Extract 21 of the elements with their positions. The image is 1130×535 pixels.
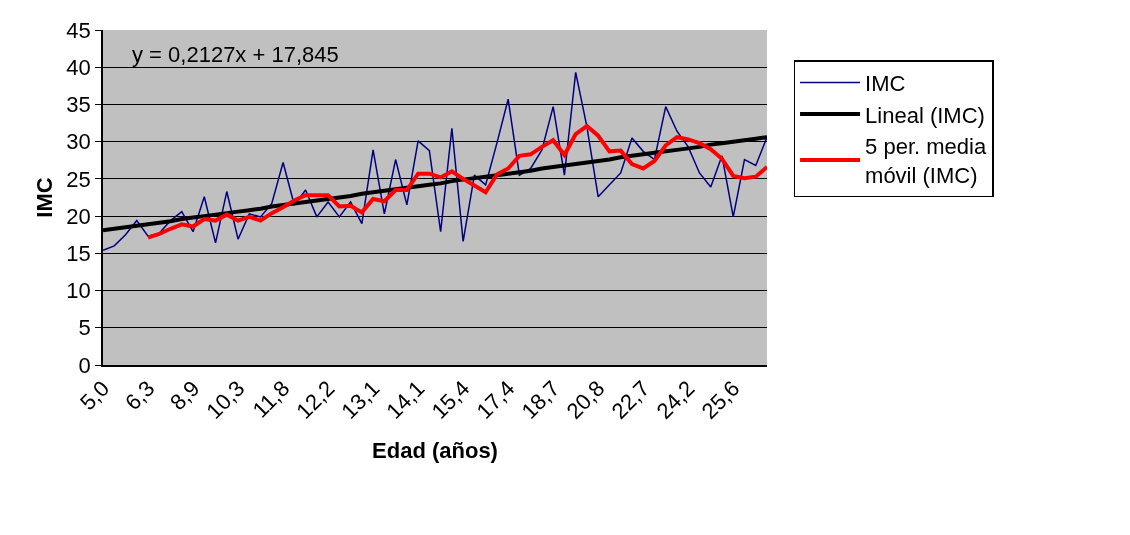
y-tick-label: 35 bbox=[66, 92, 91, 118]
y-tick-label: 5 bbox=[78, 315, 91, 341]
y-axis-title: IMC bbox=[31, 177, 57, 218]
line-series bbox=[146, 124, 767, 240]
y-tick-label: 30 bbox=[66, 129, 91, 155]
legend-label: IMC bbox=[865, 71, 906, 97]
x-tick-label: 8,9 bbox=[165, 375, 205, 416]
x-tick-label: 6,3 bbox=[120, 375, 160, 416]
x-axis-title: Edad (años) bbox=[372, 438, 498, 464]
y-tick-label: 45 bbox=[66, 17, 91, 43]
y-tick-label: 10 bbox=[66, 278, 91, 304]
y-tick-label: 40 bbox=[66, 54, 91, 80]
x-tick-label: 11,8 bbox=[247, 375, 295, 423]
y-tick-label: 0 bbox=[78, 352, 91, 378]
legend-label: 5 per. media móvil (IMC) bbox=[865, 134, 987, 188]
legend-label: Lineal (IMC) bbox=[865, 102, 985, 128]
annotation: y = 0,2127x + 17,845 bbox=[132, 42, 339, 67]
y-tick-label: 25 bbox=[66, 166, 91, 192]
y-tick-label: 15 bbox=[66, 241, 91, 267]
y-tick-label: 20 bbox=[66, 203, 91, 229]
x-tick-label: 5,0 bbox=[75, 375, 115, 416]
